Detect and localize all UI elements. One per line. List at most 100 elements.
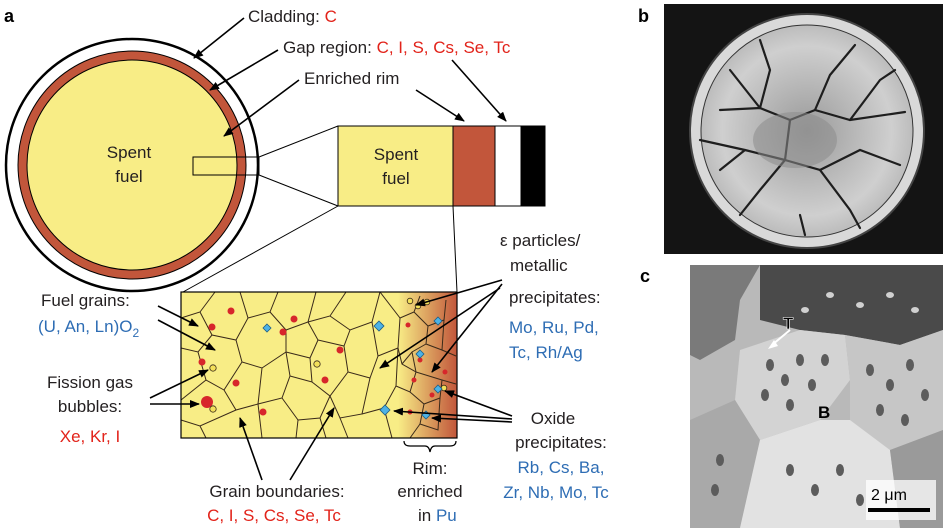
epsilon-label-line1: ε particles/ <box>500 231 581 250</box>
scale-bar <box>868 508 930 512</box>
micrograph-c-pores-light <box>801 292 919 313</box>
bubble <box>259 408 267 416</box>
oxide-diamond <box>262 323 272 333</box>
strip-label-line1: Spent <box>374 145 419 164</box>
arrow-rim-to-strip <box>415 89 465 122</box>
spent-fuel-label-line2: fuel <box>115 167 142 186</box>
pore <box>836 464 844 476</box>
pore <box>906 359 914 371</box>
pore <box>826 292 834 298</box>
pore <box>716 454 724 466</box>
strip-label-line2: fuel <box>382 169 409 188</box>
cladding-label: Cladding: C <box>248 7 337 26</box>
bubble <box>290 315 298 323</box>
arrow-cladding <box>193 17 245 59</box>
pore <box>766 359 774 371</box>
bubble <box>405 322 411 328</box>
micrograph-c-grain-3 <box>690 400 760 528</box>
micrograph-c-label-t: T <box>783 314 794 333</box>
rim-label-line2: enriched <box>397 482 462 501</box>
epsilon-elements-1: Mo, Ru, Pd, <box>509 318 599 337</box>
spent-fuel-core <box>26 59 238 271</box>
bubble <box>232 379 240 387</box>
arrow-oxide-2 <box>393 407 513 420</box>
scale-bar-label: 2 μm <box>871 487 907 504</box>
pore <box>781 374 789 386</box>
bubble <box>321 376 329 384</box>
enriched-rim-label: Enriched rim <box>304 69 399 88</box>
arrow-fission-gas-1 <box>149 369 209 399</box>
pore <box>921 389 929 401</box>
bubble <box>208 323 216 331</box>
microstructure-panel <box>180 291 458 439</box>
pore <box>821 354 829 366</box>
micrograph-b-outline <box>689 13 925 249</box>
arrow-epsilon-2 <box>431 283 503 373</box>
bubble <box>429 392 435 398</box>
pore <box>808 379 816 391</box>
pore <box>901 414 909 426</box>
arrow-gap-to-strip <box>451 59 507 122</box>
epsilon-label-line2: metallic <box>510 256 568 275</box>
pore <box>796 354 804 366</box>
bubble <box>279 328 287 336</box>
oxide-diamond <box>373 320 385 332</box>
pore <box>856 494 864 506</box>
oxide-diamond <box>415 349 425 359</box>
micrograph-c-label-b: B <box>818 403 830 422</box>
pore <box>856 302 864 308</box>
micrograph-b <box>664 4 943 254</box>
pore <box>876 404 884 416</box>
spent-fuel-label-line1: Spent <box>107 143 152 162</box>
micrograph-c-grain-dark-1 <box>690 265 760 360</box>
panel-label-b: b <box>638 6 649 26</box>
grain-boundaries-elements: C, I, S, Cs, Se, Tc <box>207 506 341 525</box>
rim-label-line3: in Pu <box>418 506 457 525</box>
epsilon-label-line3: precipitates: <box>509 288 601 307</box>
bubble <box>411 377 417 383</box>
pore <box>811 484 819 496</box>
oxide-diamond <box>379 404 391 416</box>
metallic-particle <box>406 297 414 305</box>
fuel-pin-cross-section: Spent fuel <box>4 37 260 293</box>
metallic-particle <box>313 360 321 368</box>
microstructure-border <box>180 291 458 439</box>
arrow-grain-boundary-1 <box>239 417 263 481</box>
oxide-label-line1: Oxide <box>531 409 575 428</box>
arrow-epsilon-1 <box>415 279 503 307</box>
strip-spent-fuel <box>337 125 454 207</box>
arrow-oxide-1 <box>444 390 513 417</box>
zoom-line-top <box>258 125 339 158</box>
micrograph-c-grain-dark-2 <box>760 265 943 345</box>
metallic-particle <box>440 384 448 392</box>
pore <box>786 464 794 476</box>
bubble <box>442 369 448 375</box>
pore <box>711 484 719 496</box>
pore <box>886 292 894 298</box>
zoom-line-left <box>182 205 339 293</box>
arrow-grain-boundary-2 <box>289 407 335 481</box>
oxide-label-line2: precipitates: <box>515 433 607 452</box>
zoom-box <box>192 156 260 176</box>
arrow-epsilon-3 <box>379 287 501 369</box>
oxide-elements-1: Rb, Cs, Ba, <box>518 458 605 477</box>
fission-gas-elements: Xe, Kr, I <box>60 427 120 446</box>
micrograph-b-dark-zone <box>753 112 837 168</box>
pore <box>866 364 874 376</box>
bubble <box>198 358 206 366</box>
oxide-elements-2: Zr, Nb, Mo, Tc <box>503 483 609 502</box>
pore <box>786 399 794 411</box>
arrow-fuel-grains-1 <box>157 305 199 327</box>
fission-gas-label-line1: Fission gas <box>47 373 133 392</box>
micrograph-c: T B 2 μm <box>690 265 943 528</box>
pore <box>801 307 809 313</box>
grain-boundaries-label: Grain boundaries: <box>209 482 344 501</box>
pore <box>886 379 894 391</box>
panel-label-c: c <box>640 266 650 286</box>
fuel-strip: Spent fuel <box>337 125 546 207</box>
metallic-particle <box>209 405 217 413</box>
micrograph-c-grain-light-2 <box>845 330 943 450</box>
strip-cladding <box>520 125 546 207</box>
arrow-oxide-3 <box>431 414 513 423</box>
